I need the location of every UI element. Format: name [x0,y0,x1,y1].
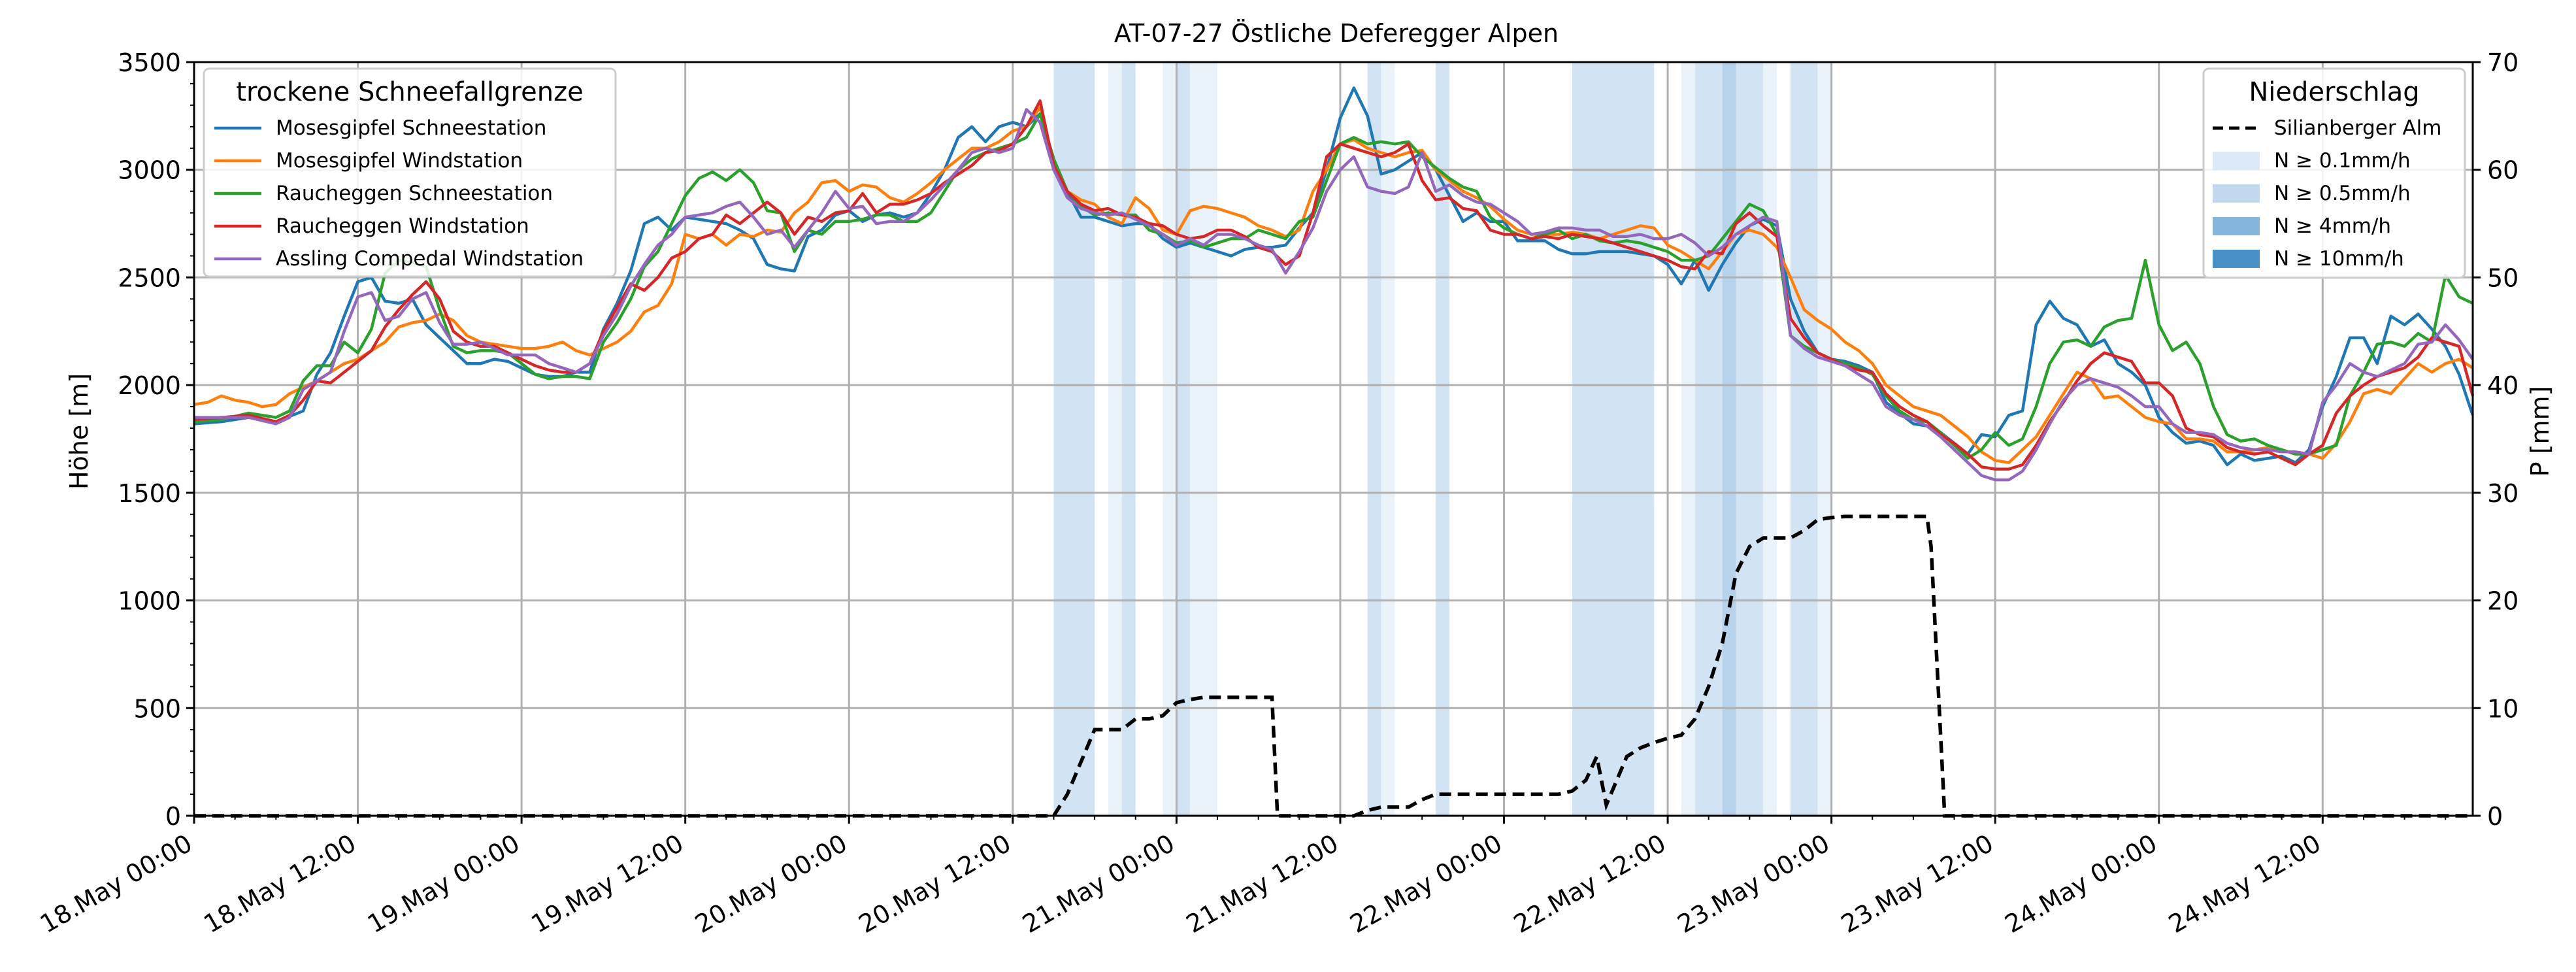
precip-intensity-band [1790,62,1818,816]
series-line [194,108,2474,482]
precip-intensity-band [1367,62,1381,816]
legend-label: Raucheggen Schneestation [276,182,553,205]
y-tick-label-right: 20 [2487,587,2518,616]
series-line [193,112,2473,460]
y-tick-label-left: 1000 [118,587,181,616]
y-tick-label-right: 40 [2487,371,2518,400]
legend-precip: Niederschlag Silianberger Alm N ≥ 0.1mm/… [2202,67,2466,279]
y-tick-label-right: 70 [2487,48,2518,77]
snowline-series [193,86,2475,482]
y-tick-label-right: 0 [2487,802,2503,831]
precip-intensity-band [1053,62,1095,816]
legend-label: N ≥ 0.1mm/h [2274,149,2411,173]
plot-frame [193,61,2474,817]
y-tick-label-right: 50 [2487,263,2518,292]
precip-intensity-band [1436,62,1449,816]
precip-intensity-band [1176,62,1191,816]
y-tick-label-left: 3000 [118,156,181,185]
legend-label: N ≥ 0.5mm/h [2274,182,2411,205]
legend-label: N ≥ 4mm/h [2274,214,2391,238]
precip-intensity-band [1572,62,1655,816]
y-tick-label-right: 10 [2487,694,2518,723]
y-tick-label-left: 3500 [118,48,181,77]
y-axis-label-right: P [mm] [2526,386,2554,477]
legend-label: Mosesgipfel Schneestation [276,116,546,140]
legend-label: Raucheggen Windstation [276,214,529,238]
precip-intensity-band [1694,62,1723,816]
precip-intensity-band [1722,62,1736,816]
precip-line [194,514,2473,818]
y-tick-label-left: 500 [133,694,181,723]
legend-title: Niederschlag [2249,77,2419,107]
precip-intensity-band [1108,62,1122,816]
precip-intensity-band [1381,62,1395,816]
precip-intensity-band [1681,62,1695,816]
y-axis-label-left: Höhe [m] [65,373,93,490]
precip-intensity-band [1121,62,1136,816]
precip-intensity-band [1817,62,1832,816]
precip-intensity-band [1190,62,1218,816]
series-line [193,99,2475,471]
y-tick-label-left: 2000 [118,371,181,400]
precip-intensity-band [1763,62,1777,816]
chart-title: AT-07-27 Östliche Deferegger Alpen [1114,19,1559,48]
precip-series [194,514,2473,818]
precip-intensity-bands [1053,62,1832,816]
series-line [193,86,2475,467]
y-tick-label-left: 2500 [118,263,181,292]
y-tick-label-right: 30 [2487,479,2518,508]
legend-box [2202,67,2466,279]
series-line [193,105,2474,464]
legend-swatch [2213,152,2260,170]
legend-swatch [2213,217,2260,235]
legend-label: Mosesgipfel Windstation [276,149,523,173]
legend-box [203,67,617,278]
precip-intensity-band [1736,62,1764,816]
legend-snowline: trockene Schneefallgrenze Mosesgipfel Sc… [203,67,617,278]
legend-label: N ≥ 10mm/h [2274,247,2404,271]
legend-swatch [2213,250,2260,268]
legend-swatch [2213,184,2260,203]
legend-title: trockene Schneefallgrenze [236,77,583,107]
y-tick-label-left: 1500 [118,479,181,508]
legend-label: Assling Compedal Windstation [276,247,584,271]
y-tick-label-right: 60 [2487,156,2518,185]
y-tick-label-left: 0 [165,802,181,831]
legend-label-precip-line: Silianberger Alm [2274,116,2441,140]
precip-intensity-band [1163,62,1177,816]
